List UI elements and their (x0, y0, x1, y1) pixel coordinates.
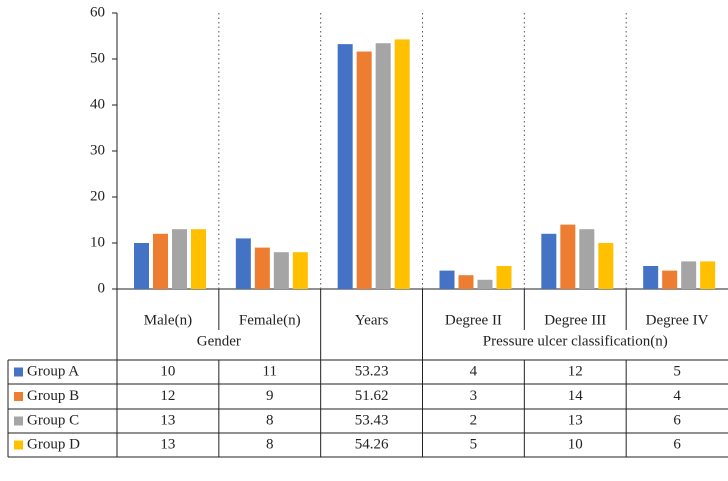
table-cell: 12 (160, 388, 175, 404)
table-cell: 10 (160, 363, 175, 379)
y-tick-label: 0 (98, 280, 106, 296)
x-tick-label: Female(n) (239, 312, 301, 328)
y-tick-label: 50 (90, 50, 105, 66)
x-tick-label: Degree IV (646, 312, 709, 328)
y-tick-label: 10 (90, 234, 105, 250)
table-cell: 5 (470, 436, 478, 452)
legend-swatch (14, 440, 23, 450)
bar (662, 270, 678, 289)
table-cell: 3 (470, 388, 478, 404)
bar (541, 233, 557, 289)
bar (598, 243, 614, 289)
bar (477, 279, 493, 289)
y-tick-label: 30 (90, 142, 105, 158)
table-cell: 14 (568, 388, 584, 404)
legend-swatch (14, 392, 23, 401)
table-cell: 13 (160, 412, 175, 428)
y-tick-label: 20 (90, 188, 105, 204)
bar (191, 229, 206, 289)
legend-label: Group D (27, 436, 80, 452)
table-cell: 2 (470, 412, 478, 428)
bar (458, 275, 474, 289)
bar (439, 270, 455, 289)
bar (356, 51, 372, 289)
table-cell: 12 (568, 363, 583, 379)
table-cell: 9 (266, 388, 274, 404)
bar (643, 266, 659, 289)
bar (681, 261, 697, 289)
x-tick-label: Male(n) (144, 312, 192, 328)
legend-swatch (14, 416, 23, 426)
table-cell: 5 (673, 363, 681, 379)
table-cell: 8 (266, 412, 274, 428)
legend-label: Group B (27, 388, 79, 404)
bar (134, 243, 149, 289)
bar (254, 247, 270, 289)
table-cell: 4 (673, 388, 681, 404)
x-tick-label: Years (355, 312, 389, 328)
bar (700, 261, 716, 289)
bar (394, 39, 410, 290)
table-cell: 53.23 (355, 363, 389, 379)
y-tick-label: 40 (90, 96, 105, 112)
table-cell: 53.43 (355, 412, 389, 428)
bar (579, 229, 595, 289)
table-cell: 13 (568, 412, 583, 428)
category-group-label: Pressure ulcer classification(n) (483, 333, 668, 349)
table-cell: 54.26 (355, 436, 389, 452)
table-cell: 4 (470, 363, 478, 379)
bar (292, 252, 308, 289)
table-cell: 13 (160, 436, 175, 452)
legend-label: Group C (27, 412, 79, 428)
legend-label: Group A (27, 363, 79, 379)
category-group-label: Gender (197, 333, 241, 349)
bar (560, 224, 576, 289)
table-cell: 6 (673, 436, 681, 452)
table-cell: 11 (263, 363, 277, 379)
bar (273, 252, 289, 289)
table-cell: 8 (266, 436, 274, 452)
bar (235, 238, 251, 289)
x-tick-label: Degree II (445, 312, 502, 328)
y-tick-label: 60 (90, 4, 105, 20)
legend-swatch (14, 367, 23, 377)
table-cell: 6 (673, 412, 681, 428)
x-tick-label: Degree III (544, 312, 606, 328)
bar (172, 229, 187, 289)
bar (337, 44, 353, 289)
table-cell: 10 (568, 436, 583, 452)
table-cell: 51.62 (355, 388, 389, 404)
bar (153, 233, 168, 289)
bar (496, 266, 512, 289)
bar (375, 43, 391, 289)
